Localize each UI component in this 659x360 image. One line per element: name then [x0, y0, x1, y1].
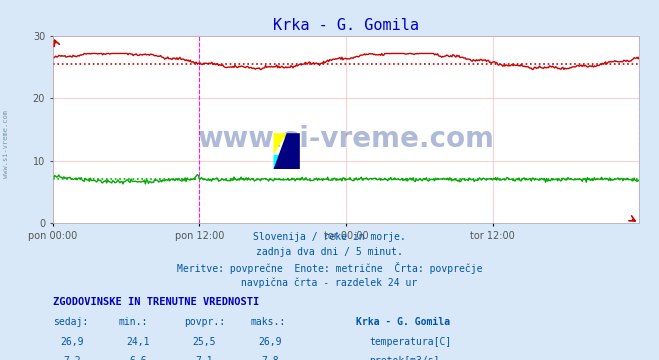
Polygon shape	[273, 133, 300, 169]
Text: pretok[m3/s]: pretok[m3/s]	[369, 356, 440, 360]
Text: min.:: min.:	[119, 317, 148, 327]
Text: 7,2: 7,2	[64, 356, 81, 360]
Text: 26,9: 26,9	[258, 337, 282, 347]
Text: sedaj:: sedaj:	[53, 317, 88, 327]
Text: maks.:: maks.:	[250, 317, 285, 327]
Text: povpr.:: povpr.:	[185, 317, 225, 327]
Text: Krka - G. Gomila: Krka - G. Gomila	[356, 317, 450, 327]
Text: 25,5: 25,5	[192, 337, 216, 347]
Text: 6,6: 6,6	[130, 356, 147, 360]
Title: Krka - G. Gomila: Krka - G. Gomila	[273, 18, 419, 33]
Text: ZGODOVINSKE IN TRENUTNE VREDNOSTI: ZGODOVINSKE IN TRENUTNE VREDNOSTI	[53, 297, 259, 307]
Text: zadnja dva dni / 5 minut.: zadnja dva dni / 5 minut.	[256, 247, 403, 257]
Text: 7,8: 7,8	[262, 356, 279, 360]
Polygon shape	[273, 155, 287, 169]
Text: 7,1: 7,1	[196, 356, 213, 360]
Text: 26,9: 26,9	[61, 337, 84, 347]
Polygon shape	[273, 133, 287, 155]
Text: 24,1: 24,1	[127, 337, 150, 347]
Text: www.si-vreme.com: www.si-vreme.com	[198, 125, 494, 153]
Text: navpična črta - razdelek 24 ur: navpična črta - razdelek 24 ur	[241, 278, 418, 288]
Text: temperatura[C]: temperatura[C]	[369, 337, 451, 347]
Text: www.si-vreme.com: www.si-vreme.com	[3, 110, 9, 178]
Text: Slovenija / reke in morje.: Slovenija / reke in morje.	[253, 232, 406, 242]
Text: Meritve: povprečne  Enote: metrične  Črta: povprečje: Meritve: povprečne Enote: metrične Črta:…	[177, 262, 482, 274]
